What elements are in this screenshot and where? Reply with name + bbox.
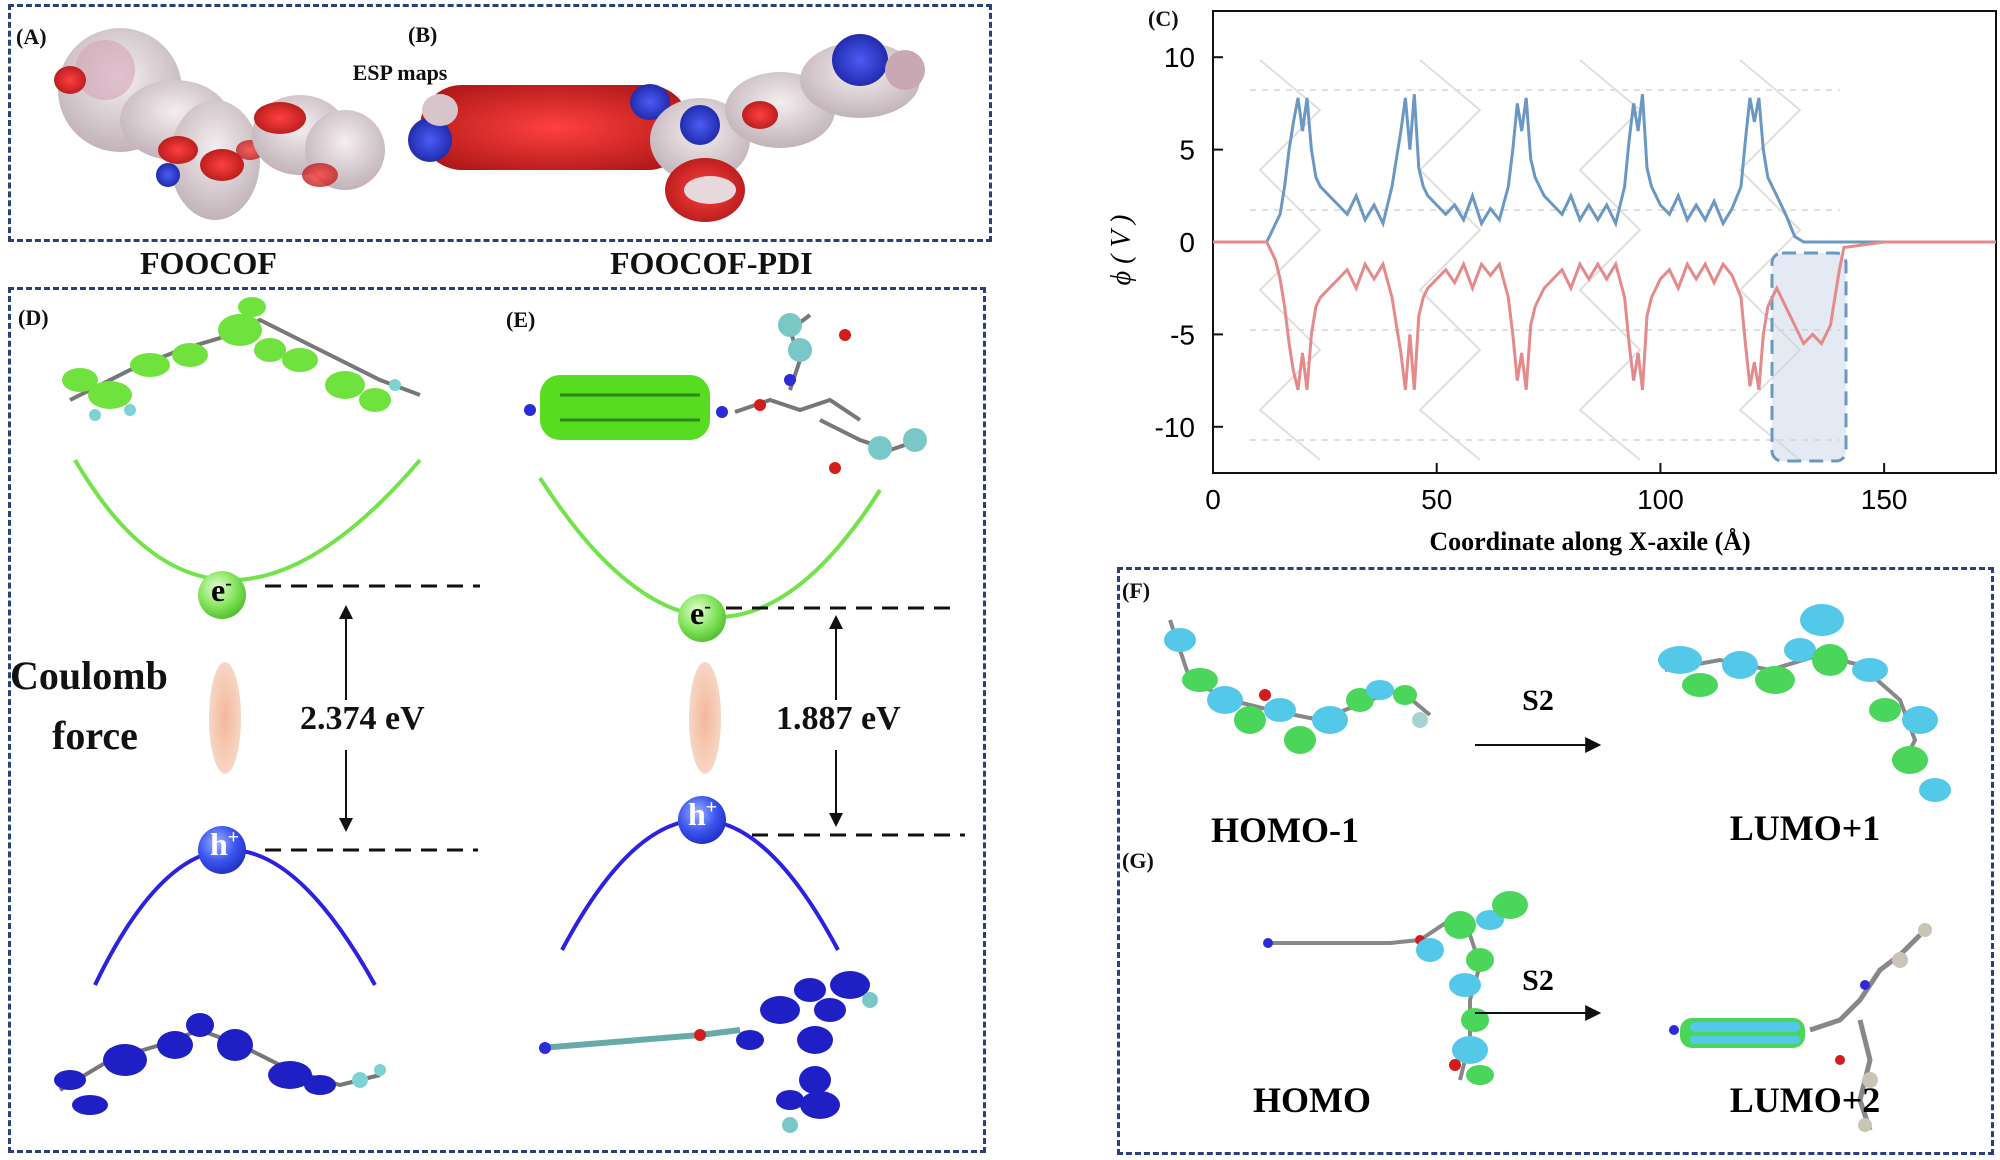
homo-minus-1-molecule — [1164, 619, 1432, 754]
panel-energy-frame — [8, 287, 986, 1153]
homo-molecule — [1263, 891, 1528, 1085]
series-line-1 — [1213, 240, 1996, 391]
panel-orbitals-frame — [1117, 567, 1994, 1155]
series-line-0 — [1213, 94, 1996, 244]
left-electron-label: e- — [211, 572, 232, 608]
transition-f-label: S2 — [1522, 684, 1554, 717]
chart-ylabel: ϕ ( V ) — [1106, 215, 1137, 286]
homo-label: HOMO — [1253, 1080, 1371, 1120]
panel-tag-c: (C) — [1148, 6, 1179, 31]
left-gap-label: 2.374 eV — [300, 700, 425, 737]
interface-highlight-box — [1770, 251, 1848, 463]
right-gap-label: 1.887 eV — [776, 700, 901, 737]
foocof-pdi-esp-surface — [408, 34, 925, 222]
y-tick-label-4: -10 — [1155, 412, 1195, 443]
lumo-plus-1-label: LUMO+1 — [1730, 808, 1881, 848]
right-hole-label: h+ — [688, 796, 718, 832]
coulomb-force-line1: Coulomb — [10, 653, 168, 698]
chart-xlabel: Coordinate along X-axile (Å) — [1429, 527, 1750, 556]
y-tick-label-3: -5 — [1170, 319, 1195, 350]
left-hole-label: h+ — [210, 826, 240, 862]
panel-tag-g: (G) — [1122, 848, 1154, 873]
foocof-esp-surface — [54, 28, 385, 220]
esp-caption: ESP maps — [353, 60, 448, 85]
y-tick-label-1: 5 — [1179, 135, 1195, 166]
y-tick-label-0: 10 — [1164, 42, 1195, 73]
homo-minus-1-label: HOMO-1 — [1211, 810, 1359, 850]
right-electron-label: e- — [690, 595, 711, 631]
x-tick-label-2: 100 — [1637, 484, 1684, 515]
foocof-pdi-label: FOOCOF-PDI — [610, 245, 813, 281]
lumo-plus-2-molecule — [1669, 923, 1932, 1132]
foocof-homo-molecule — [54, 1013, 386, 1115]
foocof-label: FOOCOF — [140, 245, 277, 281]
energy-diagram — [54, 297, 965, 1133]
panel-esp-frame — [8, 4, 992, 242]
x-tick-label-3: 150 — [1861, 484, 1908, 515]
panel-tag-d: (D) — [18, 305, 49, 330]
panel-tag-f: (F) — [1122, 578, 1151, 603]
foocof-pdi-homo-molecule — [539, 971, 878, 1133]
esp-maps-graphic: ESP maps — [54, 28, 925, 222]
panel-tag-e: (E) — [506, 307, 536, 332]
foocof-pdi-lumo-molecule — [524, 313, 927, 474]
foocof-lumo-molecule — [62, 297, 421, 421]
lumo-plus-2-label: LUMO+2 — [1730, 1080, 1881, 1120]
lumo-plus-1-molecule — [1658, 604, 1951, 802]
transition-g-label: S2 — [1522, 964, 1554, 997]
x-tick-label-1: 50 — [1421, 484, 1452, 515]
y-tick-label-2: 0 — [1179, 227, 1195, 258]
panel-tag-a: (A) — [16, 24, 47, 49]
chart-series — [1213, 94, 1996, 391]
coulomb-force-line2: force — [52, 713, 138, 758]
panel-tag-b: (B) — [408, 22, 438, 47]
x-tick-label-0: 0 — [1205, 484, 1221, 515]
